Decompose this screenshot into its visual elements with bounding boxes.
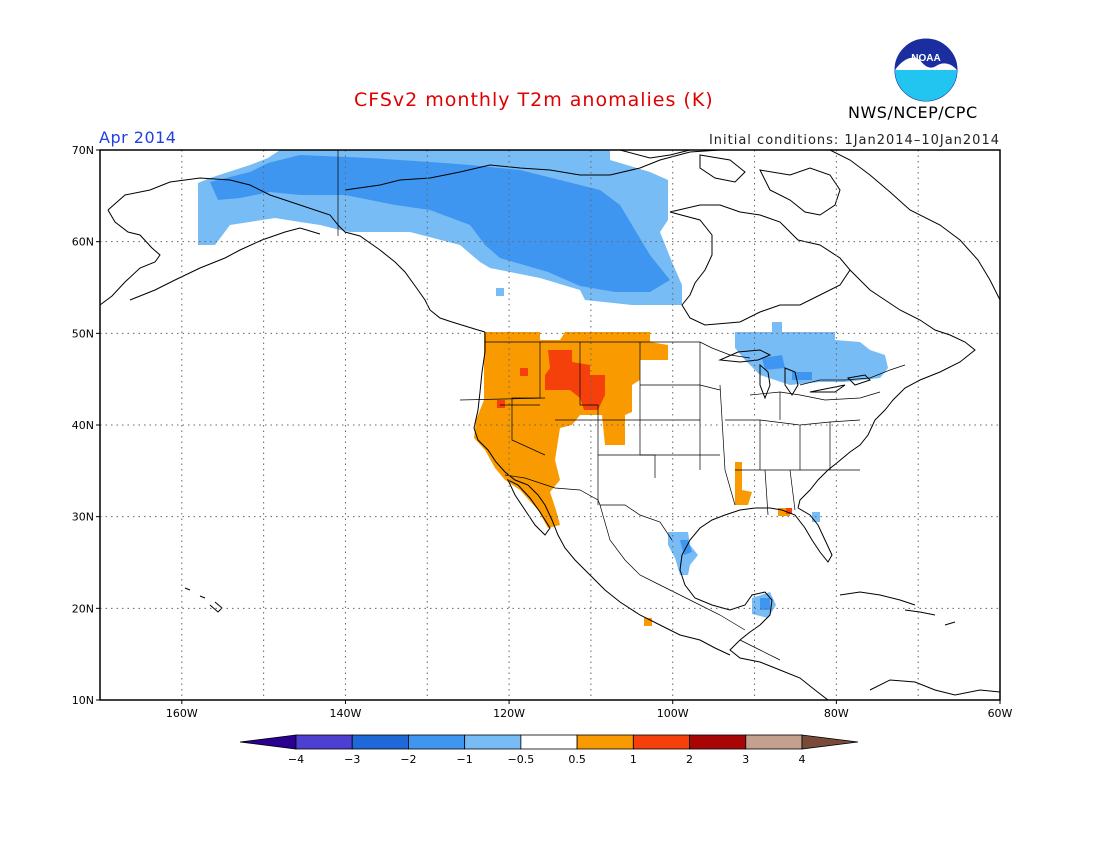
colorbar-swatch [295,734,353,750]
colorbar-swatch [632,734,690,750]
colorbar-label: −4 [288,753,304,766]
colorbar-arrow-low [239,734,297,750]
lon-tick-label: 140W [330,707,362,720]
forecast-period: Apr 2014 [99,128,177,147]
colorbar-label: −2 [400,753,416,766]
cold-anomaly-canada [198,150,682,305]
lat-tick-label: 30N [72,511,94,524]
colorbar-label: 2 [686,753,693,766]
lon-tick-label: 80W [824,707,849,720]
warm-anomaly-core [497,350,792,514]
lat-tick-label: 20N [72,602,94,615]
lon-tick-label: 160W [166,707,198,720]
colorbar-swatch [351,734,409,750]
longitude-labels: 160W 140W 120W 100W 80W 60W [166,707,1013,720]
lat-tick-label: 10N [72,694,94,707]
colorbar-label: −0.5 [508,753,535,766]
organization-label: NWS/NCEP/CPC [848,103,978,122]
colorbar-swatch [745,734,803,750]
chart-title: CFSv2 monthly T2m anomalies (K) [354,89,714,111]
coastlines [100,150,1000,700]
cold-anomaly-great-lakes [735,322,888,385]
map-panel: 160W 140W 120W 100W 80W 60W 70N 60N 50N 40N 30N 20… [72,144,1013,720]
lon-tick-label: 60W [988,707,1013,720]
colorbar-swatch [408,734,466,750]
colorbar-label: 1 [630,753,637,766]
colorbar-swatch [689,734,747,750]
lat-tick-label: 60N [72,236,94,249]
warm-anomaly-west [474,332,790,626]
lat-tick-label: 40N [72,419,94,432]
lat-tick-label: 50N [72,327,94,340]
colorbar-arrow-high [801,734,859,750]
colorbar-swatch [576,734,634,750]
initial-conditions: Initial conditions: 1Jan2014–10Jan2014 [708,133,1000,148]
colorbar-label: −3 [344,753,360,766]
lat-tick-label: 70N [72,144,94,157]
colorbar-swatch [520,734,578,750]
colorbar-label: 3 [742,753,749,766]
colorbar-label: 4 [799,753,806,766]
map-grid [100,150,1000,700]
cold-anomaly-small-patches [668,512,820,618]
political-borders [337,150,906,661]
colorbar-label: 0.5 [568,753,586,766]
noaa-logo-text: NOAA [911,53,940,64]
noaa-logo: NOAA [894,38,958,102]
colorbar-swatch [464,734,522,750]
latitude-labels: 70N 60N 50N 40N 30N 20N 10N [72,144,94,707]
colorbar-label: −1 [457,753,473,766]
lon-tick-label: 120W [493,707,525,720]
lon-tick-label: 100W [657,707,689,720]
axis-ticks [96,149,1001,704]
